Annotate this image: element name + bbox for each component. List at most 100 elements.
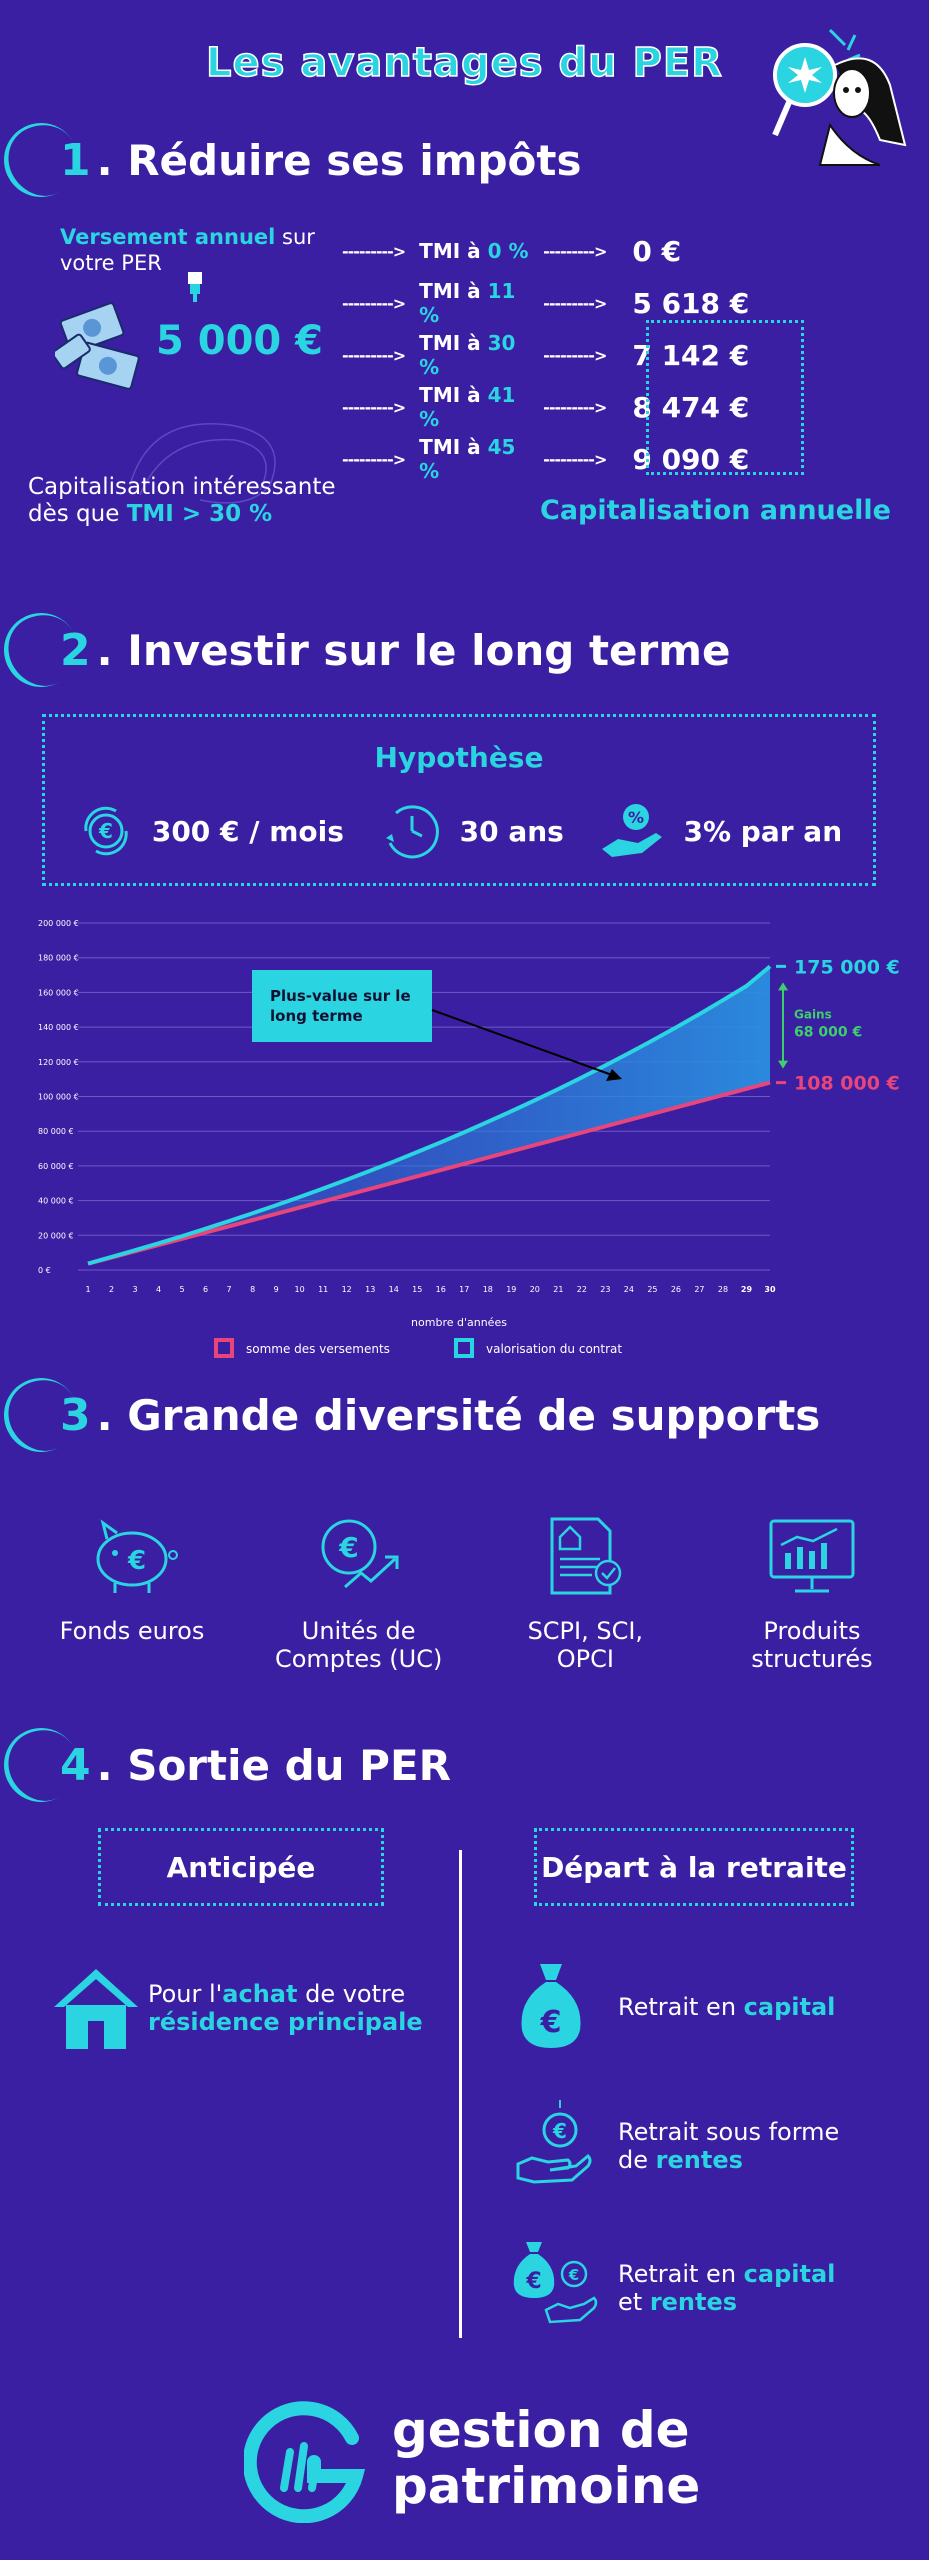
anticipee-box: Anticipée <box>98 1828 384 1906</box>
hypothese-box: Hypothèse € 300 € / mois 30 ans % <box>42 714 876 886</box>
section-title: . Réduire ses impôts <box>96 136 582 185</box>
svg-text:€: € <box>552 2119 567 2143</box>
x-tick-label: 17 <box>459 1285 469 1294</box>
x-tick-label: 15 <box>412 1285 422 1294</box>
section-number: 1 <box>60 135 91 186</box>
x-tick-label: 22 <box>577 1285 587 1294</box>
versements-line <box>87 1080 771 1266</box>
capitalisation-annuelle-label: Capitalisation annuelle <box>540 495 891 526</box>
end-label-top: 175 000 € <box>794 956 900 978</box>
x-tick-label: 5 <box>180 1285 185 1294</box>
versement-label: Versement annuel sur votre PER <box>60 225 315 275</box>
supports-list: € Fonds euros € Unités de Comptes (UC) <box>32 1515 912 1673</box>
svg-text:€: € <box>568 2266 579 2284</box>
section-number: 3 <box>60 1390 91 1441</box>
company-logo <box>244 2401 366 2523</box>
building-document-icon <box>550 1517 622 1595</box>
svg-text:€: € <box>98 819 113 843</box>
y-tick-label: 200 000 € <box>38 919 79 928</box>
x-tick-label: 28 <box>718 1285 728 1294</box>
svg-text:€: € <box>540 2005 562 2040</box>
x-tick-label: 29 <box>741 1285 753 1294</box>
support-item: € Fonds euros <box>32 1515 232 1673</box>
section-number: 2 <box>60 625 91 676</box>
tmi-result: 7 142 € <box>632 338 750 372</box>
magnifier-person-illustration <box>772 28 907 166</box>
hypothese-item: € 300 € / mois <box>76 798 344 864</box>
x-tick-label: 7 <box>227 1285 232 1294</box>
svg-text:€: € <box>525 2269 541 2294</box>
x-tick-label: 18 <box>483 1285 493 1294</box>
y-tick-label: 40 000 € <box>38 1197 74 1206</box>
chart-svg: 0 € 20 000 € 40 000 € 60 000 € 80 000 € 100 0… <box>38 919 900 1358</box>
retrait-capital-text: Retrait en capital <box>618 1993 836 2021</box>
hypothese-item: 30 ans <box>378 798 564 864</box>
x-tick-label: 30 <box>764 1285 776 1294</box>
divider <box>459 1850 462 2338</box>
bag-and-hand-icon: € € <box>513 2242 598 2324</box>
x-tick-label: 12 <box>342 1285 352 1294</box>
section-number: 4 <box>60 1740 91 1791</box>
gains-arrowhead-top <box>778 982 788 991</box>
tmi-table: ---------> TMI à 0 % ---------> 0 € ----… <box>342 225 749 485</box>
hypothese-items: € 300 € / mois 30 ans % 3% par an <box>45 798 873 864</box>
x-tick-label: 10 <box>295 1285 305 1294</box>
x-tick-label: 6 <box>203 1285 208 1294</box>
x-axis-label: nombre d'années <box>411 1316 507 1329</box>
legend-swatch <box>214 1338 234 1358</box>
svg-text:%: % <box>628 808 644 827</box>
x-tick-label: 1 <box>85 1285 90 1294</box>
growth-chart: 0 € 20 000 € 40 000 € 60 000 € 80 000 € 100 0… <box>0 905 929 1365</box>
annotation-arrowhead <box>606 1069 622 1081</box>
tmi-row: ---------> TMI à 11 % ---------> 5 618 € <box>342 279 750 327</box>
gains-label: Gains <box>794 1007 832 1021</box>
pointing-hand-icon <box>188 272 202 302</box>
x-tick-label: 14 <box>389 1285 399 1294</box>
x-tick-label: 8 <box>250 1285 255 1294</box>
residence-text: Pour l'achat de votre résidence principa… <box>148 1980 423 2036</box>
retraite-box: Départ à la retraite <box>534 1828 854 1906</box>
section1-heading: 1 . Réduire ses impôts <box>0 109 582 211</box>
support-item: € Unités de Comptes (UC) <box>259 1515 459 1673</box>
company-name: gestion de patrimoine <box>392 2401 701 2515</box>
y-tick-label: 80 000 € <box>38 1127 74 1136</box>
clock-icon <box>385 805 439 859</box>
y-tick-label: 120 000 € <box>38 1058 79 1067</box>
svg-text:€: € <box>127 1546 146 1576</box>
euro-growth-icon: € <box>321 1519 399 1589</box>
legend-label: somme des versements <box>246 1342 390 1356</box>
versement-amount: 5 000 € <box>156 318 324 364</box>
x-tick-label: 4 <box>156 1285 161 1294</box>
x-tick-label: 3 <box>132 1285 137 1294</box>
end-label-bottom: 108 000 € <box>794 1073 900 1095</box>
y-tick-label: 160 000 € <box>38 988 79 997</box>
x-tick-label: 21 <box>553 1285 563 1294</box>
x-tick-label: 25 <box>647 1285 657 1294</box>
x-tick-label: 19 <box>506 1285 516 1294</box>
section3-heading: 3 . Grande diversité de supports <box>0 1364 821 1466</box>
x-tick-label: 27 <box>694 1285 704 1294</box>
hypothese-title: Hypothèse <box>374 741 544 774</box>
annotation-box <box>252 970 432 1042</box>
y-tick-label: 0 € <box>38 1266 51 1275</box>
x-tick-label: 20 <box>530 1285 540 1294</box>
x-tick-label: 2 <box>109 1285 114 1294</box>
hypothese-item: % 3% par an <box>598 798 842 864</box>
support-item: SCPI, SCI, OPCI <box>485 1515 685 1673</box>
gains-arrowhead-bottom <box>778 1060 788 1069</box>
x-tick-label: 9 <box>274 1285 279 1294</box>
section-title: . Grande diversité de supports <box>96 1391 821 1440</box>
y-tick-label: 20 000 € <box>38 1231 74 1240</box>
gain-area <box>88 966 770 1264</box>
x-tick-label: 24 <box>624 1285 634 1294</box>
page-title: Les avantages du PER <box>205 39 723 87</box>
piggy-bank-icon: € <box>96 1519 178 1593</box>
y-tick-label: 140 000 € <box>38 1023 79 1032</box>
capitalisation-note: Capitalisation intéressante dès que TMI … <box>28 474 336 527</box>
section-title: . Sortie du PER <box>96 1741 451 1790</box>
valorisation-line <box>87 964 772 1266</box>
tmi-row: ---------> TMI à 45 % ---------> 9 090 € <box>342 435 750 483</box>
tmi-result: 8 474 € <box>632 390 750 424</box>
x-tick-label: 13 <box>365 1285 375 1294</box>
x-tick-label: 16 <box>436 1285 446 1294</box>
